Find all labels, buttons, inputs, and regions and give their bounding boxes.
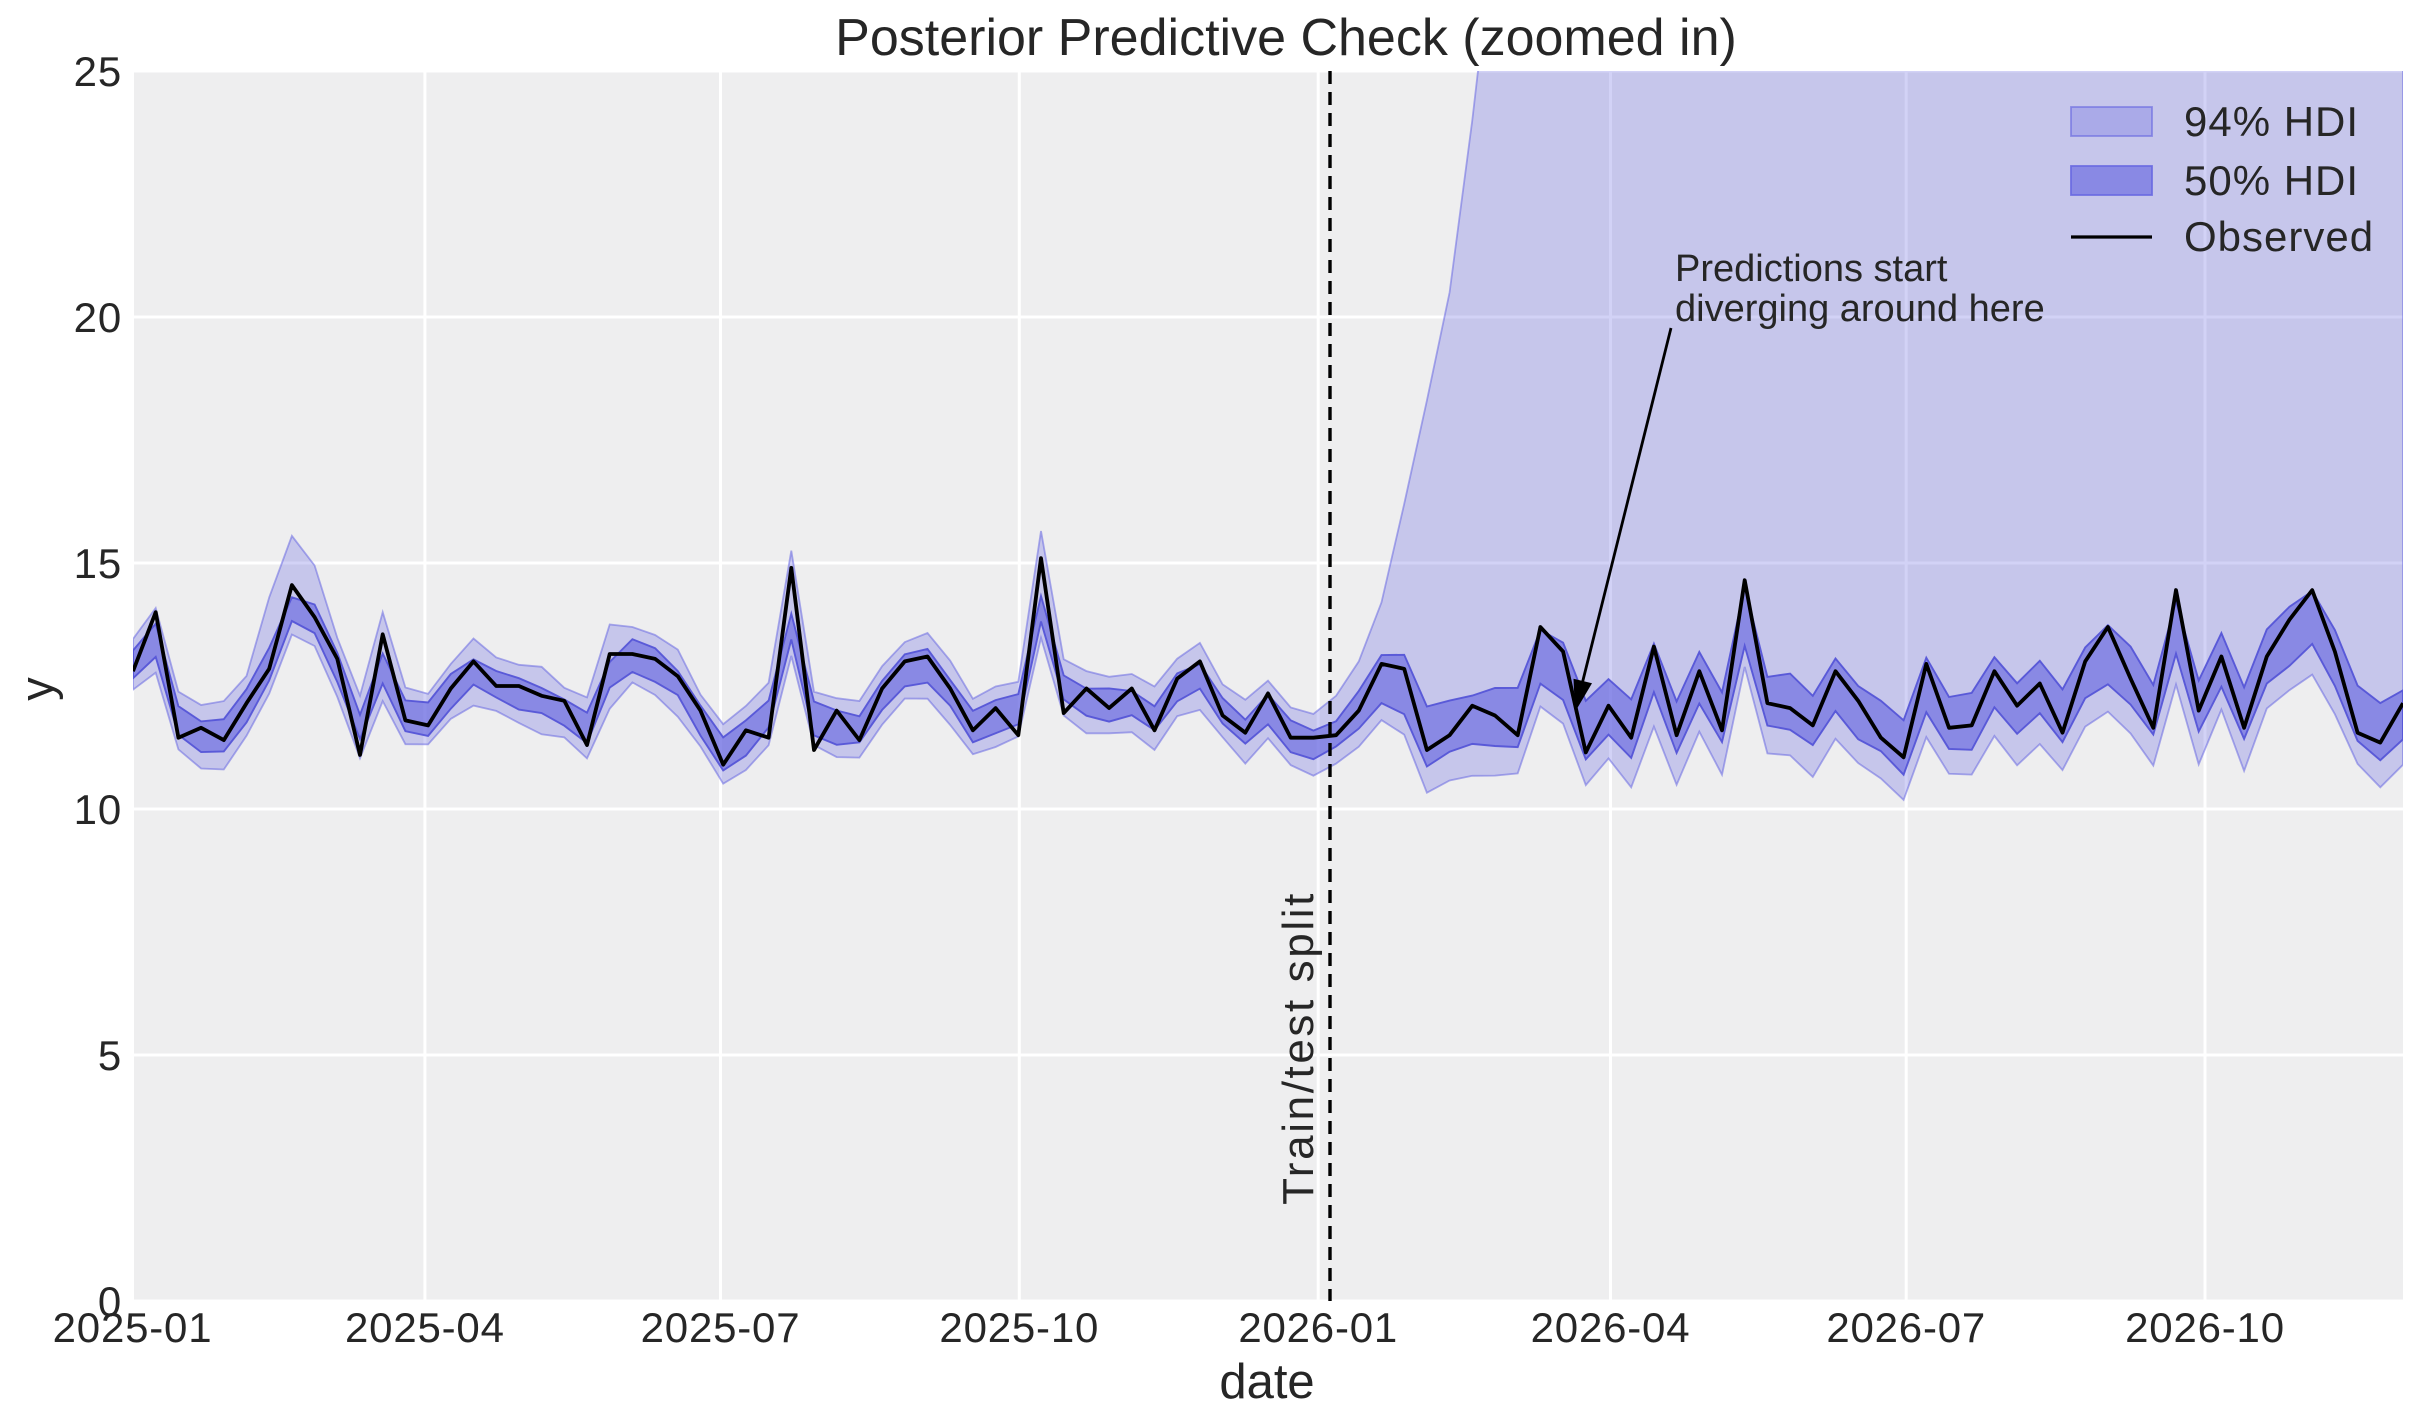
svg-text:20: 20	[74, 294, 122, 341]
svg-text:2026-01: 2026-01	[1238, 1304, 1398, 1351]
svg-text:5: 5	[98, 1032, 122, 1079]
svg-text:2025-10: 2025-10	[939, 1304, 1099, 1351]
svg-text:2026-10: 2026-10	[2125, 1304, 2285, 1351]
svg-text:15: 15	[74, 540, 122, 587]
svg-text:date: date	[1219, 1355, 1314, 1409]
svg-text:Predictions start: Predictions start	[1675, 248, 1948, 290]
svg-text:94% HDI: 94% HDI	[2184, 98, 2359, 145]
svg-text:25: 25	[74, 48, 122, 95]
svg-text:2025-01: 2025-01	[53, 1304, 213, 1351]
svg-text:Observed: Observed	[2184, 213, 2374, 260]
svg-text:2026-07: 2026-07	[1826, 1304, 1986, 1351]
svg-text:0: 0	[98, 1278, 122, 1325]
svg-text:10: 10	[74, 786, 122, 833]
svg-text:50% HDI: 50% HDI	[2184, 157, 2359, 204]
svg-text:y: y	[10, 677, 63, 701]
svg-text:2026-04: 2026-04	[1531, 1304, 1691, 1351]
svg-text:2025-04: 2025-04	[345, 1304, 505, 1351]
svg-text:Posterior Predictive Check (zo: Posterior Predictive Check (zoomed in)	[835, 9, 1737, 67]
svg-text:Train/test split: Train/test split	[1274, 891, 1323, 1205]
svg-text:diverging around here: diverging around here	[1675, 288, 2045, 330]
svg-text:2025-07: 2025-07	[641, 1304, 801, 1351]
